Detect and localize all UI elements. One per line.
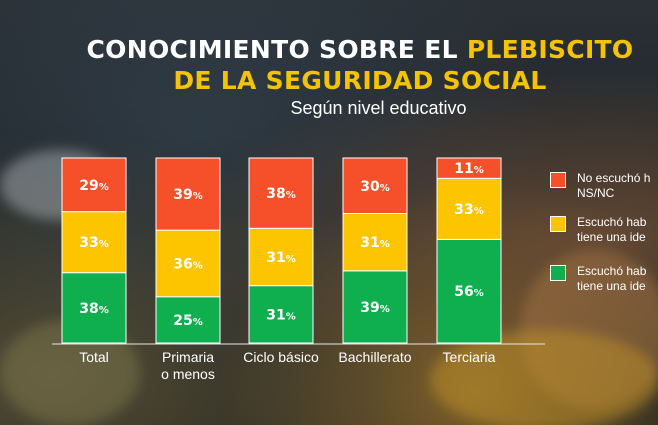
data-label: 38%: [266, 186, 296, 202]
data-label: 33%: [79, 235, 109, 251]
bar-segment: [248, 157, 314, 229]
legend-label: Escuchó hab tiene una ide: [577, 264, 646, 294]
legend-label-line: NS/NC: [577, 186, 615, 200]
bar-segment: [436, 157, 502, 179]
title-highlight: PLEBISCITO: [466, 35, 634, 64]
legend-label-line: No escuchó h: [577, 171, 651, 185]
legend-label-line: Escuchó hab: [577, 264, 647, 278]
legend-label: No escuchó h NS/NC: [577, 171, 650, 201]
category-label: Terciaria: [443, 349, 496, 365]
legend-swatch: [550, 265, 566, 281]
data-label: 29%: [79, 178, 109, 194]
category-label: Ciclo básico: [243, 349, 319, 365]
background-blob: [520, 250, 658, 410]
data-label: 31%: [266, 250, 296, 266]
data-label: 56%: [454, 284, 484, 300]
chart-title: CONOCIMIENTO SOBRE EL PLEBISCITO DE LA S…: [0, 34, 658, 96]
bar-segment: [61, 157, 127, 213]
legend-label-line: tiene una ide: [577, 230, 646, 244]
category-label: Total: [79, 349, 109, 365]
legend-label-line: Escuchó hab: [577, 215, 647, 229]
bar-segment: [155, 157, 221, 231]
legend-swatch: [550, 172, 566, 188]
bar-segment: [342, 213, 408, 272]
bar-segment: [61, 211, 127, 274]
bar-segment: [155, 229, 221, 298]
background-blob: [430, 330, 658, 425]
bar-segment: [436, 177, 502, 240]
bar-segment: [248, 285, 314, 344]
data-label: 33%: [454, 202, 484, 218]
category-label: Bachillerato: [338, 349, 411, 365]
data-label: 39%: [360, 300, 390, 316]
data-label: 39%: [173, 187, 203, 203]
legend-swatch: [550, 216, 566, 232]
bar-segment: [248, 227, 314, 287]
data-label: 30%: [360, 179, 390, 195]
chart-subtitle: Según nivel educativo: [290, 98, 467, 118]
data-label: 38%: [79, 301, 109, 317]
title-line-2: DE LA SEGURIDAD SOCIAL: [173, 66, 547, 95]
bar-segment: [342, 157, 408, 214]
data-label: 31%: [360, 235, 390, 251]
title-white: CONOCIMIENTO SOBRE EL: [86, 35, 467, 64]
data-label: 25%: [173, 313, 203, 329]
legend-label-line: tiene una ide: [577, 279, 646, 293]
bar-segment: [436, 238, 502, 344]
title-line-1: CONOCIMIENTO SOBRE EL PLEBISCITO: [0, 34, 658, 65]
data-label: 31%: [266, 307, 296, 323]
category-label: o menos: [161, 366, 215, 382]
category-label: Primaria: [162, 349, 214, 365]
data-label: 11%: [454, 161, 484, 177]
data-label: 36%: [173, 256, 203, 272]
legend-label: Escuchó hab tiene una ide: [577, 215, 646, 245]
bar-segment: [155, 296, 221, 344]
